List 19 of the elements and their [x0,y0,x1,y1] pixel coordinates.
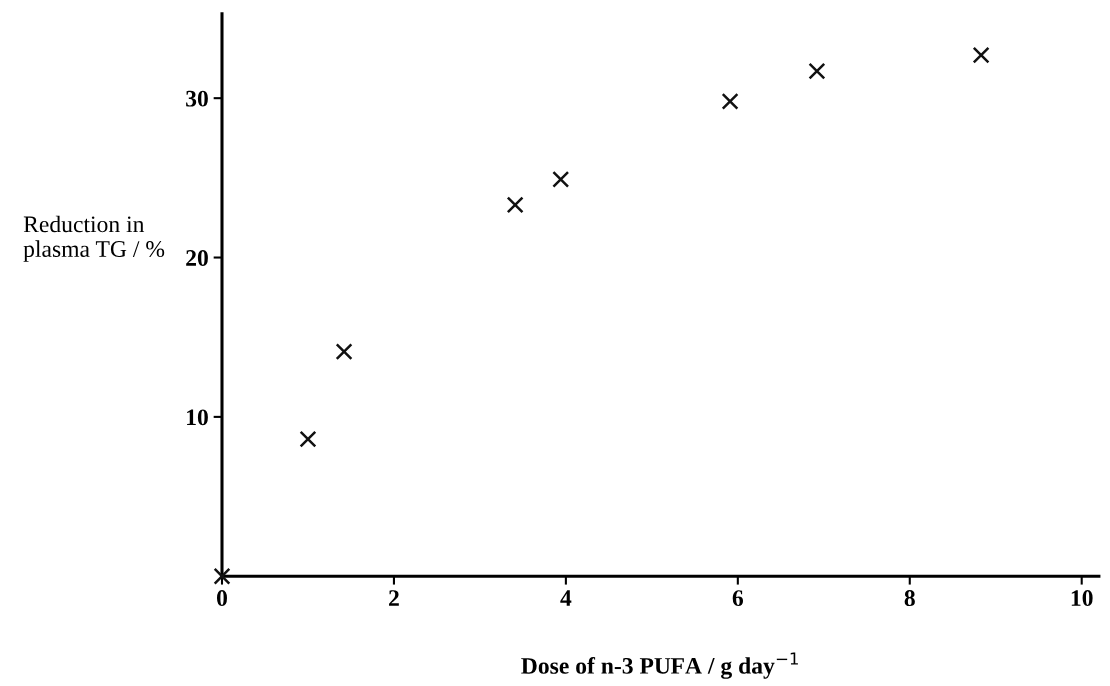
point [335,343,353,361]
y-tick-label: 10 [187,409,208,426]
y-tick-label: 30 [186,90,208,107]
x-tick-label: 6 [732,590,744,607]
x-tick-label: 8 [904,590,915,607]
point [213,567,231,585]
y-axis-title: Reduction in plasma TG / % [23,215,165,262]
point [972,46,990,64]
point [552,170,570,188]
y-tick-label: 20 [186,250,208,266]
point [808,62,826,80]
x-tick-label: 0 [217,590,227,607]
x-axis-title: Dose of n-3 PUFA / g day$^{−1}$ [521,652,798,679]
x-tick-label: 4 [560,590,572,606]
x-tick-label: 2 [389,590,399,606]
point [721,92,739,110]
point [299,430,317,448]
point [506,196,524,214]
x-tick-label: 10 [1071,590,1093,607]
